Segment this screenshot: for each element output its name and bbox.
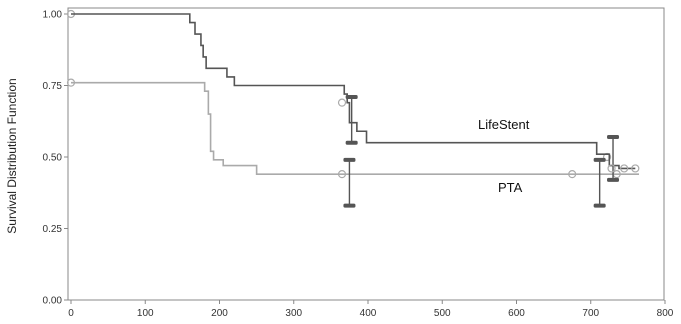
y-tick-label: 1.00	[43, 10, 63, 21]
error-bar-lifestent	[593, 157, 606, 208]
censor-marker-pta	[568, 170, 577, 179]
y-axis: 0.00 0.25 0.50 0.75 1.00	[43, 10, 68, 307]
y-tick-label: 0.25	[43, 224, 63, 235]
survival-line-pta	[71, 81, 640, 175]
error-bar-lifestent	[607, 134, 620, 182]
error-bar-pta	[343, 157, 356, 208]
y-axis-title: Survival Distribution Function	[5, 78, 19, 233]
censor-marker-lifestent	[620, 164, 629, 173]
y-tick-label: 0.00	[43, 296, 63, 307]
x-tick-label: 200	[211, 308, 228, 319]
x-tick-label: 700	[582, 308, 599, 319]
x-tick-label: 400	[360, 308, 377, 319]
series-label-lifestent: LifeStent	[478, 117, 530, 132]
x-tick-label: 500	[434, 308, 451, 319]
series-label-pta: PTA	[498, 180, 523, 195]
censor-marker-lifestent	[631, 164, 640, 173]
x-tick-label: 300	[285, 308, 302, 319]
error-bar-lifestent	[345, 94, 358, 145]
y-tick-label: 0.75	[43, 81, 63, 92]
y-tick-label: 0.50	[43, 153, 63, 164]
x-tick-label: 0	[68, 308, 74, 319]
censor-marker-pta	[337, 170, 347, 179]
survival-line-lifestent	[71, 13, 636, 170]
censor-marker-pta	[337, 98, 347, 107]
censor-marker-lifestent	[607, 164, 616, 173]
censor-marker-pta	[66, 78, 76, 87]
x-axis: 0 100 200 300 400 500 600 700 800	[68, 300, 674, 319]
x-tick-label: 800	[657, 308, 674, 319]
plot-frame	[67, 7, 665, 301]
x-tick-label: 600	[508, 308, 525, 319]
plot-area	[66, 9, 640, 208]
x-tick-label: 100	[137, 308, 154, 319]
